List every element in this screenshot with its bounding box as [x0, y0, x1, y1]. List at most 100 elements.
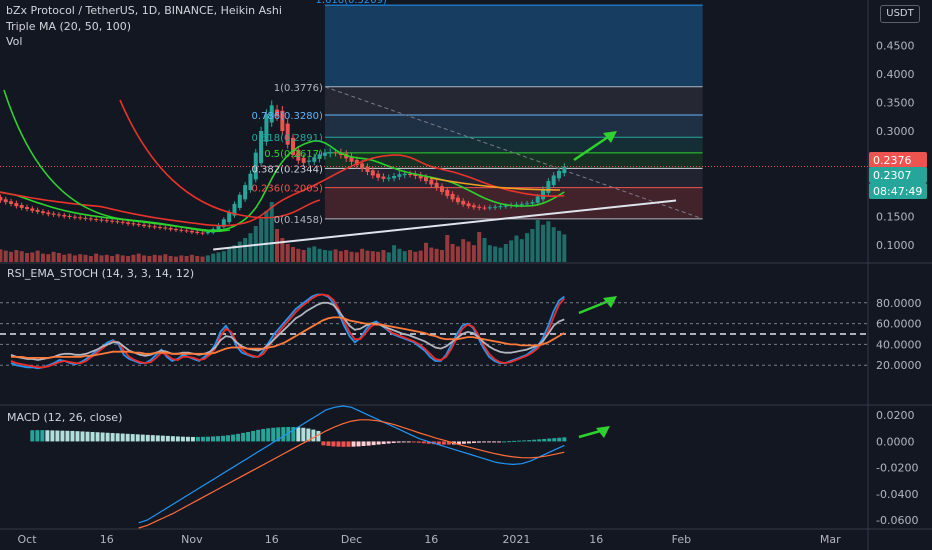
volume-bar: [285, 244, 290, 262]
volume-bar: [126, 256, 131, 262]
volume-bar: [264, 211, 269, 262]
candle-body: [354, 160, 359, 166]
candle-body: [546, 181, 551, 193]
candle-body: [200, 232, 205, 234]
macd-histogram-bar: [180, 436, 185, 442]
fib-zone: [324, 187, 703, 219]
time-axis-tick: 16: [424, 533, 438, 546]
macd-histogram-bar: [416, 441, 421, 443]
candle-body: [461, 200, 466, 205]
volume-bar: [535, 220, 540, 262]
volume-bar: [3, 250, 8, 262]
macd-title[interactable]: MACD (12, 26, close): [7, 411, 123, 424]
macd-histogram-bar: [85, 431, 90, 442]
volume-bar: [200, 256, 205, 262]
volume-bar: [232, 245, 237, 262]
macd-histogram-bar: [241, 432, 246, 442]
macd-panel[interactable]: [30, 405, 567, 529]
candle-body: [487, 207, 492, 209]
macd-histogram-bar: [316, 430, 321, 442]
time-axis-tick: 16: [265, 533, 279, 546]
macd-histogram-bar: [361, 441, 366, 447]
macd-histogram-bar: [226, 435, 231, 442]
volume-bar: [487, 245, 492, 262]
volume-bar: [418, 250, 423, 262]
candle-body: [168, 228, 173, 230]
candle-body: [450, 193, 455, 200]
macd-histogram-bar: [110, 433, 115, 442]
volume-bar: [94, 253, 99, 262]
volume-bar: [163, 254, 168, 262]
indicator-triple-ma[interactable]: Triple MA (20, 50, 100): [6, 20, 132, 33]
volume-bar: [221, 251, 226, 262]
candle-body: [237, 194, 242, 208]
candle-body: [429, 179, 434, 185]
time-axis-tick: Dec: [341, 533, 362, 546]
volume-bar: [530, 229, 535, 262]
macd-histogram-bar: [476, 441, 481, 443]
rsi-axis-tick: 20.0000: [876, 359, 922, 372]
macd-histogram-bar: [466, 441, 471, 444]
volume-bar: [439, 250, 444, 262]
volume-bar: [557, 230, 561, 262]
macd-histogram-bar: [30, 430, 35, 442]
currency-selector[interactable]: USDT: [880, 5, 920, 23]
volume-bar: [88, 256, 93, 262]
indicator-volume[interactable]: Vol: [6, 35, 23, 48]
fib-zone: [324, 5, 703, 87]
candle-body: [439, 186, 444, 192]
volume-bar: [158, 255, 162, 262]
macd-histogram-bar: [482, 441, 487, 443]
volume-bar: [30, 252, 35, 262]
rsi-panel[interactable]: [0, 293, 868, 370]
volume-bar: [370, 251, 375, 262]
macd-histogram-bar: [396, 441, 401, 443]
price-axis-tick: 0.1000: [876, 239, 915, 252]
volume-bar: [56, 253, 61, 262]
fibonacci-extension[interactable]: [324, 4, 703, 220]
macd-histogram-bar: [256, 429, 261, 442]
candle-body: [482, 207, 487, 209]
rsi-title[interactable]: RSI_EMA_STOCH (14, 3, 3, 14, 12): [7, 267, 195, 280]
candle-body: [0, 197, 3, 201]
time-axis-tick: 2021: [502, 533, 530, 546]
candle-body: [365, 166, 370, 173]
volume-bar: [509, 240, 514, 262]
macd-histogram-bar: [311, 429, 316, 442]
macd-histogram-bar: [557, 437, 562, 442]
macd-histogram-bar: [175, 436, 180, 442]
candle-body: [248, 173, 253, 190]
candle-body: [67, 215, 72, 218]
macd-histogram-bar: [326, 441, 331, 446]
macd-histogram-bar: [306, 428, 311, 442]
macd-histogram-bar: [190, 436, 195, 442]
macd-histogram-bar: [45, 430, 50, 442]
candle-body: [142, 224, 147, 227]
candle-body: [147, 225, 152, 227]
candlesticks: [0, 100, 567, 236]
macd-histogram-bar: [70, 430, 75, 442]
macd-histogram-bar: [105, 432, 110, 442]
volume-bar: [248, 233, 253, 262]
candle-body: [56, 214, 61, 216]
drawings[interactable]: [213, 131, 677, 439]
volume-bar: [392, 245, 397, 262]
candle-body: [402, 173, 407, 176]
time-axis-tick: Feb: [672, 533, 691, 546]
volume-bar: [328, 250, 333, 262]
candle-body: [275, 109, 280, 117]
volume-bars: [0, 202, 567, 262]
volume-bar: [78, 254, 83, 262]
volume-bar: [131, 254, 136, 262]
candle-body: [397, 174, 402, 177]
volume-bar: [434, 248, 439, 262]
volume-bar: [450, 244, 455, 262]
volume-bar: [514, 235, 519, 262]
symbol-title: bZx Protocol / TetherUS, 1D, BINANCE, He…: [6, 4, 282, 17]
macd-histogram-bar: [446, 441, 451, 445]
time-axis[interactable]: Oct 16 Nov 16 Dec 16 2021 16 Feb Mar: [17, 533, 841, 546]
volume-bar: [275, 229, 280, 262]
macd-histogram-bar: [205, 436, 210, 442]
ma-segment: [429, 177, 561, 191]
